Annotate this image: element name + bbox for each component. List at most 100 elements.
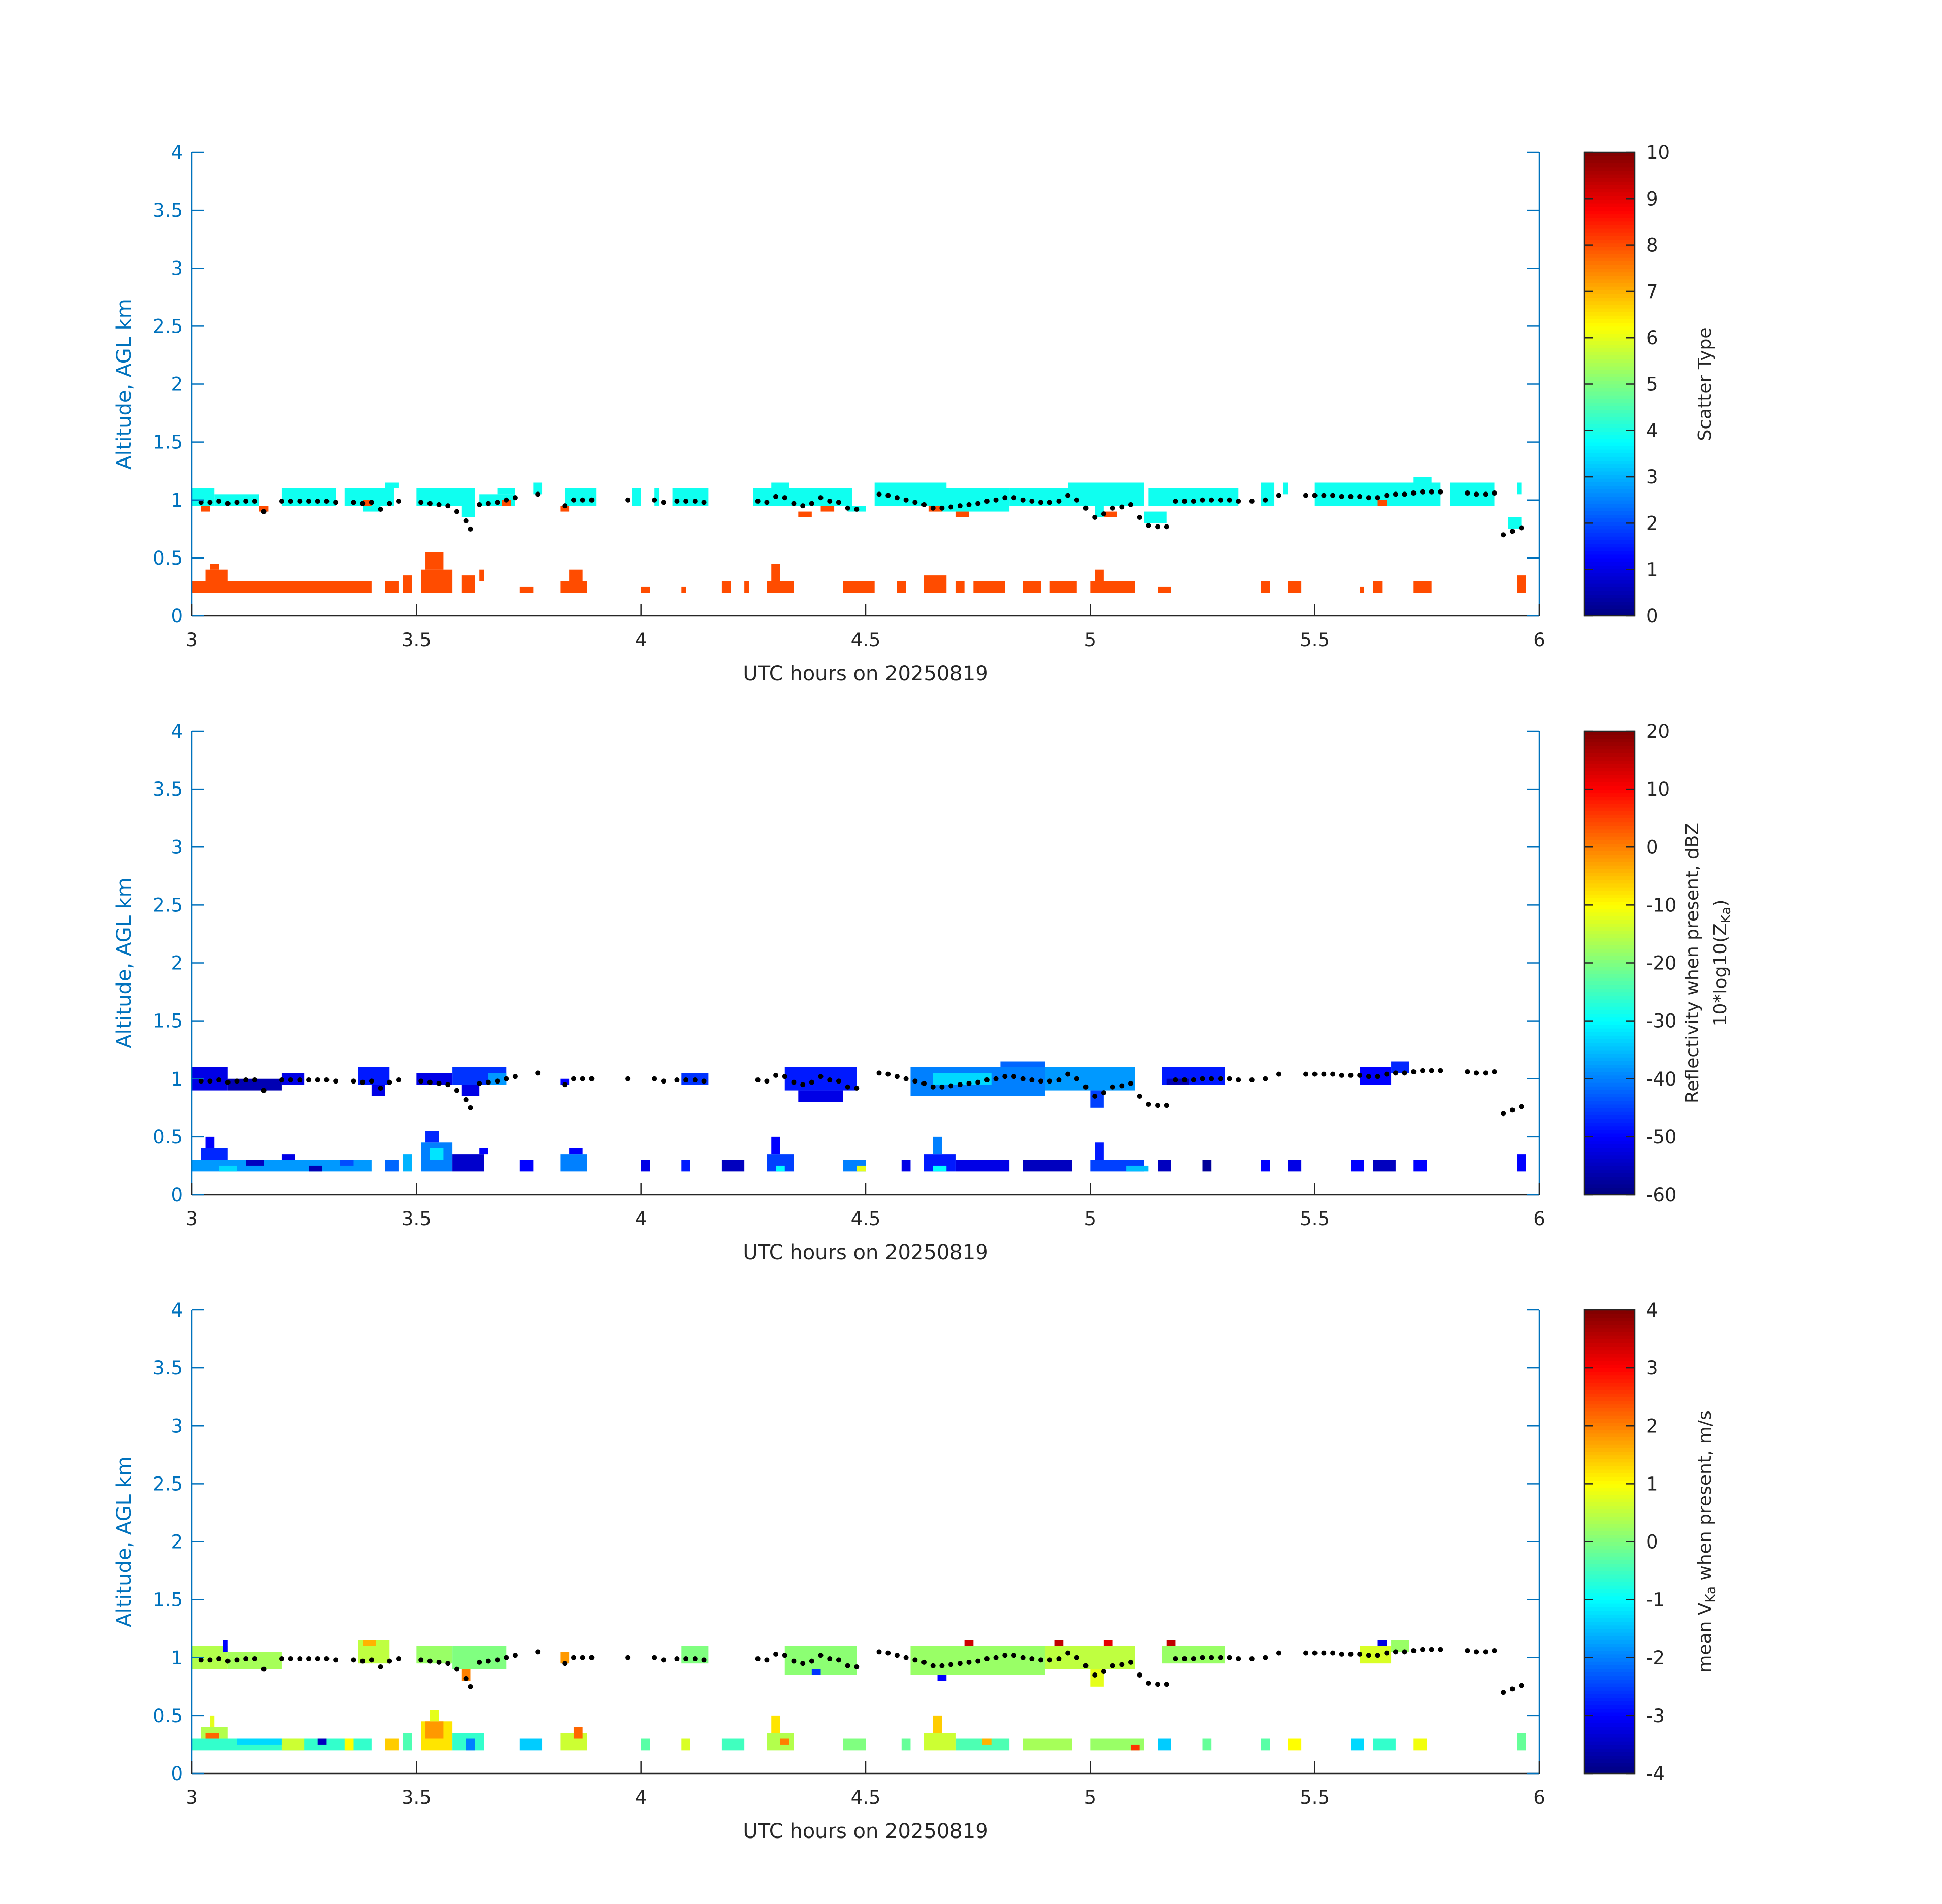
height-marker — [333, 1657, 339, 1663]
heatmap-cell — [1130, 1744, 1140, 1751]
colorbar: -4 -3 -2 -1 0 1 2 3 4 — [1583, 1299, 1665, 1785]
height-marker — [279, 499, 284, 504]
colorbar-tick-label: 8 — [1646, 235, 1658, 256]
height-marker — [1420, 1068, 1425, 1073]
y-tick-label: 3.5 — [153, 778, 183, 800]
height-marker — [1173, 1077, 1178, 1083]
height-marker — [252, 499, 257, 504]
colorbar-segment — [1584, 395, 1635, 399]
heatmap-cell — [924, 575, 947, 593]
colorbar-segment — [1584, 605, 1635, 609]
heatmap-cell — [201, 1148, 228, 1160]
colorbar-segment — [1584, 1661, 1635, 1665]
colorbar-segment — [1584, 981, 1635, 986]
height-marker — [1429, 1647, 1434, 1652]
heatmap-cell — [771, 482, 789, 488]
colorbar-segment — [1584, 301, 1635, 305]
height-marker — [930, 1084, 936, 1090]
height-marker — [1375, 495, 1380, 501]
height-marker — [885, 493, 891, 498]
colorbar-tick-label: 4 — [1646, 1299, 1658, 1321]
height-marker — [463, 518, 469, 523]
height-marker — [580, 497, 585, 503]
height-marker — [351, 500, 356, 505]
colorbar-segment — [1584, 742, 1635, 746]
x-tick-label: 5 — [1084, 1787, 1097, 1809]
heatmap-cell — [192, 581, 372, 593]
height-marker — [288, 499, 293, 504]
colorbar-segment — [1584, 934, 1635, 938]
height-marker — [1164, 1103, 1169, 1108]
colorbar-segment — [1584, 373, 1635, 378]
heatmap-cell — [425, 552, 444, 570]
height-marker — [477, 1080, 482, 1086]
colorbar-segment — [1584, 1726, 1635, 1731]
colorbar-segment — [1584, 861, 1635, 866]
height-marker — [485, 501, 491, 506]
y-tick-label: 1 — [171, 489, 183, 511]
colorbar-segment — [1584, 1563, 1635, 1568]
colorbar-tick-label: 3 — [1646, 1357, 1658, 1379]
heatmap-cell — [205, 569, 228, 581]
colorbar-segment — [1584, 1342, 1635, 1347]
colorbar-segment — [1584, 543, 1635, 548]
y-tick-label: 0.5 — [153, 547, 183, 569]
heatmap-cell — [982, 1738, 992, 1745]
height-marker — [1047, 500, 1052, 505]
height-marker — [1330, 1650, 1336, 1656]
height-marker — [571, 1076, 576, 1081]
colorbar-segment — [1584, 1350, 1635, 1354]
height-marker — [912, 500, 918, 505]
y-tick-label: 0 — [171, 1184, 183, 1206]
heatmap-cell — [744, 581, 749, 593]
height-marker — [1083, 1663, 1089, 1668]
height-marker — [782, 495, 787, 501]
height-marker — [1236, 1656, 1241, 1662]
height-marker — [1501, 532, 1506, 538]
colorbar-segment — [1584, 1119, 1635, 1123]
height-marker — [800, 1082, 806, 1088]
colorbar-segment — [1584, 778, 1635, 782]
colorbar-segment — [1584, 752, 1635, 757]
colorbar-segment — [1584, 1697, 1635, 1702]
heatmap-cell — [573, 1727, 583, 1739]
colorbar-segment — [1584, 1129, 1635, 1134]
colorbar-segment — [1584, 1136, 1635, 1141]
colorbar-segment — [1584, 547, 1635, 551]
colorbar-tick-label: 1 — [1646, 1473, 1658, 1495]
colorbar-segment — [1584, 883, 1635, 888]
colorbar-segment — [1584, 1049, 1635, 1054]
colorbar-segment — [1584, 793, 1635, 797]
colorbar-segment — [1584, 293, 1635, 298]
height-marker — [809, 1658, 814, 1664]
height-marker — [876, 1070, 882, 1076]
heatmap-cell — [281, 1154, 295, 1160]
height-marker — [1519, 1104, 1524, 1109]
height-marker — [894, 495, 900, 501]
colorbar-segment — [1584, 890, 1635, 895]
colorbar-segment — [1584, 369, 1635, 374]
height-marker — [1402, 1649, 1407, 1655]
height-marker — [1029, 499, 1035, 504]
colorbar-segment — [1584, 507, 1635, 511]
height-marker — [903, 1076, 909, 1081]
colorbar-segment — [1584, 807, 1635, 811]
height-marker — [1056, 499, 1062, 504]
colorbar-segment — [1584, 612, 1635, 616]
y-tick-label: 2 — [171, 953, 183, 974]
heatmap-cell — [192, 1160, 372, 1172]
y-axis-title: Altitude, AGL km — [113, 1456, 136, 1627]
height-marker — [1110, 1084, 1115, 1090]
colorbar-segment — [1584, 562, 1635, 566]
height-marker — [921, 1659, 927, 1665]
colorbar-segment — [1584, 1538, 1635, 1542]
height-marker — [1191, 499, 1196, 504]
height-marker — [369, 1657, 374, 1663]
height-marker — [773, 1651, 779, 1657]
colorbar-segment — [1584, 1429, 1635, 1434]
height-marker — [948, 1083, 954, 1089]
heatmap-cell — [452, 1154, 484, 1172]
height-marker — [1509, 529, 1515, 534]
heatmap-cell — [857, 1165, 866, 1172]
heatmap-cell — [227, 1078, 282, 1091]
